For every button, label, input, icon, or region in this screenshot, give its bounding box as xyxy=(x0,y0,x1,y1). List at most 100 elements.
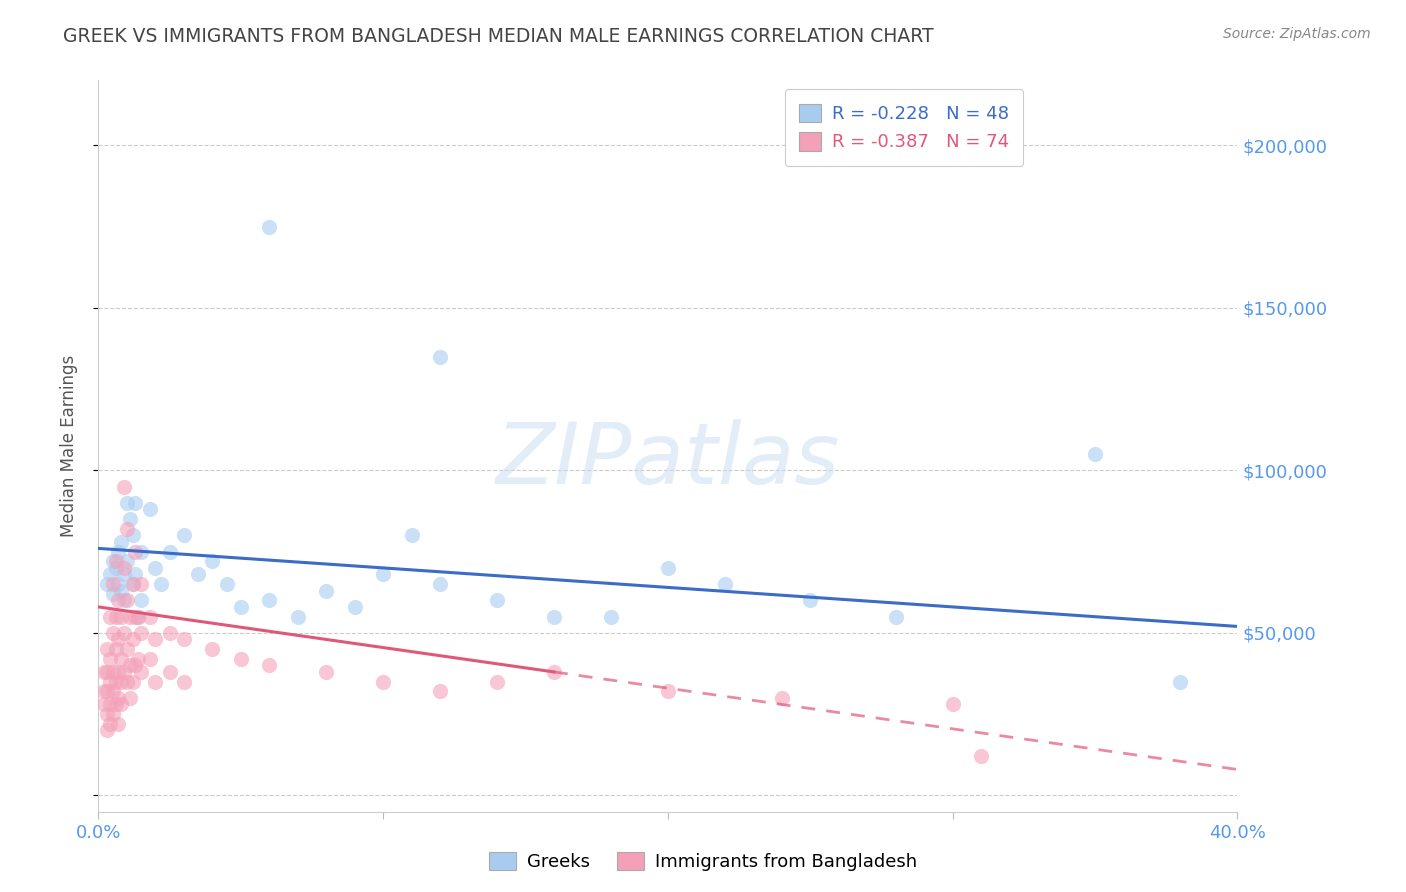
Point xyxy=(315,583,337,598)
Point xyxy=(159,544,181,558)
Point xyxy=(401,528,423,542)
Point xyxy=(96,707,118,722)
Point xyxy=(101,554,124,568)
Point xyxy=(343,599,366,614)
Legend: R = -0.228   N = 48, R = -0.387   N = 74: R = -0.228 N = 48, R = -0.387 N = 74 xyxy=(785,89,1024,166)
Point xyxy=(127,609,149,624)
Point xyxy=(98,698,121,712)
Point xyxy=(98,674,121,689)
Point xyxy=(138,502,160,516)
Point xyxy=(101,684,124,698)
Point xyxy=(657,561,679,575)
Point xyxy=(315,665,337,679)
Point xyxy=(104,674,127,689)
Point xyxy=(98,609,121,624)
Point xyxy=(124,496,146,510)
Point xyxy=(112,626,135,640)
Point xyxy=(121,632,143,647)
Point xyxy=(118,609,141,624)
Point xyxy=(96,577,118,591)
Point xyxy=(101,665,124,679)
Point xyxy=(121,528,143,542)
Point xyxy=(104,609,127,624)
Point xyxy=(110,609,132,624)
Point xyxy=(229,599,252,614)
Point xyxy=(159,626,181,640)
Point xyxy=(112,567,135,582)
Point xyxy=(373,567,395,582)
Legend: Greeks, Immigrants from Bangladesh: Greeks, Immigrants from Bangladesh xyxy=(482,845,924,879)
Point xyxy=(138,652,160,666)
Point xyxy=(112,593,135,607)
Point xyxy=(1084,447,1107,461)
Point xyxy=(173,674,195,689)
Point xyxy=(107,717,129,731)
Point xyxy=(486,593,509,607)
Point xyxy=(107,690,129,705)
Point xyxy=(127,609,149,624)
Point xyxy=(110,535,132,549)
Point xyxy=(287,609,309,624)
Point xyxy=(104,698,127,712)
Point xyxy=(124,544,146,558)
Point xyxy=(112,480,135,494)
Point xyxy=(124,567,146,582)
Point xyxy=(107,544,129,558)
Point xyxy=(101,577,124,591)
Point xyxy=(93,684,115,698)
Point xyxy=(98,717,121,731)
Point xyxy=(121,674,143,689)
Point xyxy=(101,626,124,640)
Text: Source: ZipAtlas.com: Source: ZipAtlas.com xyxy=(1223,27,1371,41)
Point xyxy=(129,593,152,607)
Point xyxy=(145,632,167,647)
Point xyxy=(770,690,793,705)
Point xyxy=(110,652,132,666)
Point xyxy=(121,577,143,591)
Point xyxy=(970,749,993,764)
Point xyxy=(799,593,821,607)
Point xyxy=(145,674,167,689)
Point xyxy=(600,609,623,624)
Point xyxy=(657,684,679,698)
Point xyxy=(104,642,127,657)
Point xyxy=(373,674,395,689)
Point xyxy=(884,609,907,624)
Point xyxy=(543,609,565,624)
Point xyxy=(259,593,281,607)
Y-axis label: Median Male Earnings: Median Male Earnings xyxy=(59,355,77,537)
Point xyxy=(215,577,238,591)
Point xyxy=(110,698,132,712)
Point xyxy=(104,554,127,568)
Point xyxy=(98,652,121,666)
Point xyxy=(96,723,118,738)
Point xyxy=(543,665,565,679)
Point xyxy=(229,652,252,666)
Point xyxy=(118,690,141,705)
Point xyxy=(159,665,181,679)
Point xyxy=(115,593,138,607)
Point xyxy=(201,642,224,657)
Point xyxy=(129,544,152,558)
Point xyxy=(187,567,209,582)
Point xyxy=(173,528,195,542)
Point xyxy=(112,561,135,575)
Point xyxy=(127,652,149,666)
Point xyxy=(107,665,129,679)
Point xyxy=(259,219,281,234)
Point xyxy=(115,642,138,657)
Point xyxy=(129,665,152,679)
Point xyxy=(115,496,138,510)
Point xyxy=(129,626,152,640)
Point xyxy=(150,577,173,591)
Point xyxy=(118,658,141,673)
Text: ZIPatlas: ZIPatlas xyxy=(496,419,839,502)
Point xyxy=(429,684,451,698)
Point xyxy=(107,593,129,607)
Point xyxy=(96,684,118,698)
Point xyxy=(429,350,451,364)
Point xyxy=(201,554,224,568)
Point xyxy=(124,658,146,673)
Point xyxy=(118,512,141,526)
Point xyxy=(115,554,138,568)
